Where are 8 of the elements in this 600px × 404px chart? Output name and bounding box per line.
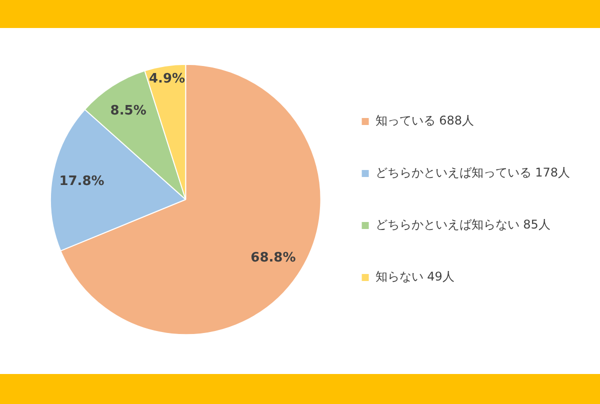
legend-label: 知らない 49人: [375, 270, 454, 284]
data-label: 68.8%: [250, 250, 296, 266]
legend-label: 知っている 688人: [375, 114, 474, 128]
data-label: 17.8%: [59, 174, 104, 190]
data-label: 8.5%: [110, 103, 146, 118]
legend-label: どちらかといえば知っている 178人: [375, 166, 570, 180]
data-label: 4.9%: [148, 72, 186, 87]
legend-label: どちらかといえば知らない 85人: [375, 218, 550, 232]
